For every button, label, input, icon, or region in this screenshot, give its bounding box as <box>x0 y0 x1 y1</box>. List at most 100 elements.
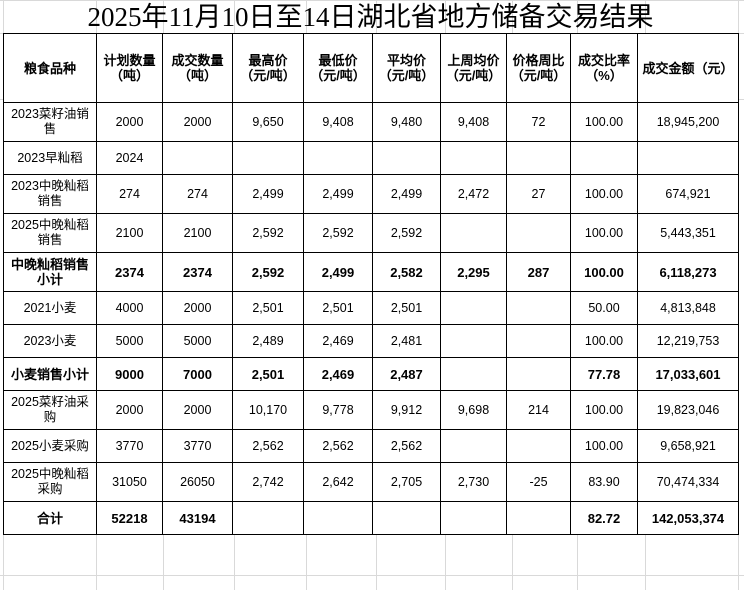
table-row: 2021小麦 4000 2000 2,501 2,501 2,501 50.00 4,813,… <box>3 291 739 325</box>
cell-amount: 12,219,753 <box>637 324 739 358</box>
cell-deal_rate: 100.00 <box>570 390 638 430</box>
cell-deal_qty: 274 <box>162 174 233 214</box>
cell-last_avg <box>440 291 507 325</box>
cell-deal_qty: 43194 <box>162 501 233 535</box>
cell-high_price: 10,170 <box>232 390 304 430</box>
cell-deal_rate: 100.00 <box>570 429 638 463</box>
table-row: 2025中晚籼稻采购 31050 26050 2,742 2,642 2,705 2,730… <box>3 462 739 502</box>
cell-low_price: 2,592 <box>303 213 373 253</box>
cell-plan_qty: 2000 <box>96 390 163 430</box>
cell-variety: 2025中晚籼稻销售 <box>3 213 97 253</box>
trade-results-table: 粮食品种 计划数量 （吨） 成交数量 （吨） 最高价 （元/吨） 最低价 （元/… <box>3 33 739 535</box>
cell-avg_price <box>372 141 441 175</box>
table-row: 2025中晚籼稻销售 2100 2100 2,592 2,592 2,592 100.00 5… <box>3 213 739 253</box>
cell-deal_rate: 100.00 <box>570 252 638 292</box>
cell-high_price: 2,501 <box>232 291 304 325</box>
table-row: 2023早籼稻 2024 <box>3 141 739 175</box>
table-row: 2023中晚籼稻销售 274 274 2,499 2,499 2,499 2,472 27 10… <box>3 174 739 214</box>
cell-last_avg: 9,408 <box>440 102 507 142</box>
cell-amount: 19,823,046 <box>637 390 739 430</box>
cell-high_price <box>232 501 304 535</box>
cell-deal_rate: 100.00 <box>570 324 638 358</box>
table-row: 2023菜籽油销售 2000 2000 9,650 9,408 9,480 9,408 72 1… <box>3 102 739 142</box>
cell-amount: 5,443,351 <box>637 213 739 253</box>
cell-week_change <box>506 357 571 391</box>
cell-deal_rate: 83.90 <box>570 462 638 502</box>
cell-deal_qty: 2000 <box>162 102 233 142</box>
sheet-gridline-horizontal <box>0 575 744 576</box>
cell-low_price: 2,469 <box>303 324 373 358</box>
cell-avg_price: 2,487 <box>372 357 441 391</box>
cell-avg_price <box>372 501 441 535</box>
cell-plan_qty: 2100 <box>96 213 163 253</box>
col-header-last-avg: 上周均价 （元/吨） <box>440 33 507 103</box>
cell-variety: 2025小麦采购 <box>3 429 97 463</box>
cell-avg_price: 2,582 <box>372 252 441 292</box>
cell-high_price: 2,592 <box>232 213 304 253</box>
cell-plan_qty: 2000 <box>96 102 163 142</box>
col-header-high-price: 最高价 （元/吨） <box>232 33 304 103</box>
cell-last_avg <box>440 357 507 391</box>
cell-deal_qty: 26050 <box>162 462 233 502</box>
cell-last_avg <box>440 429 507 463</box>
cell-avg_price: 2,481 <box>372 324 441 358</box>
cell-amount: 9,658,921 <box>637 429 739 463</box>
cell-deal_qty: 2374 <box>162 252 233 292</box>
cell-variety: 2021小麦 <box>3 291 97 325</box>
cell-week_change: 72 <box>506 102 571 142</box>
cell-low_price: 2,499 <box>303 174 373 214</box>
cell-week_change <box>506 501 571 535</box>
cell-amount: 142,053,374 <box>637 501 739 535</box>
cell-deal_rate: 100.00 <box>570 174 638 214</box>
cell-deal_qty: 3770 <box>162 429 233 463</box>
cell-avg_price: 9,480 <box>372 102 441 142</box>
cell-variety: 中晚籼稻销售小计 <box>3 252 97 292</box>
cell-week_change: -25 <box>506 462 571 502</box>
table-header-row: 粮食品种 计划数量 （吨） 成交数量 （吨） 最高价 （元/吨） 最低价 （元/… <box>3 33 739 103</box>
col-header-low-price: 最低价 （元/吨） <box>303 33 373 103</box>
cell-deal_qty: 2000 <box>162 291 233 325</box>
cell-avg_price: 2,562 <box>372 429 441 463</box>
table-row: 小麦销售小计 9000 7000 2,501 2,469 2,487 77.78 17,033… <box>3 357 739 391</box>
col-header-plan-qty: 计划数量 （吨） <box>96 33 163 103</box>
cell-high_price: 2,742 <box>232 462 304 502</box>
col-header-variety: 粮食品种 <box>3 33 97 103</box>
cell-avg_price: 2,499 <box>372 174 441 214</box>
cell-low_price <box>303 501 373 535</box>
cell-plan_qty: 52218 <box>96 501 163 535</box>
cell-week_change <box>506 141 571 175</box>
cell-deal_rate: 77.78 <box>570 357 638 391</box>
cell-variety: 合计 <box>3 501 97 535</box>
cell-deal_qty: 2100 <box>162 213 233 253</box>
cell-amount: 4,813,848 <box>637 291 739 325</box>
cell-amount: 6,118,273 <box>637 252 739 292</box>
cell-deal_qty <box>162 141 233 175</box>
cell-plan_qty: 274 <box>96 174 163 214</box>
cell-variety: 2023早籼稻 <box>3 141 97 175</box>
table-body: 2023菜籽油销售 2000 2000 9,650 9,408 9,480 9,408 72 1… <box>3 102 739 535</box>
table-header: 粮食品种 计划数量 （吨） 成交数量 （吨） 最高价 （元/吨） 最低价 （元/… <box>3 33 739 103</box>
cell-deal_qty: 7000 <box>162 357 233 391</box>
cell-plan_qty: 31050 <box>96 462 163 502</box>
col-header-deal-qty: 成交数量 （吨） <box>162 33 233 103</box>
cell-plan_qty: 5000 <box>96 324 163 358</box>
cell-variety: 2025菜籽油采购 <box>3 390 97 430</box>
cell-high_price: 9,650 <box>232 102 304 142</box>
cell-last_avg: 2,472 <box>440 174 507 214</box>
cell-high_price: 2,489 <box>232 324 304 358</box>
cell-high_price: 2,501 <box>232 357 304 391</box>
cell-deal_qty: 5000 <box>162 324 233 358</box>
cell-last_avg <box>440 213 507 253</box>
cell-last_avg <box>440 324 507 358</box>
cell-variety: 2023中晚籼稻销售 <box>3 174 97 214</box>
cell-high_price: 2,562 <box>232 429 304 463</box>
cell-amount <box>637 141 739 175</box>
table-row: 合计 52218 43194 82.72 142,053,374 <box>3 501 739 535</box>
cell-week_change <box>506 429 571 463</box>
cell-low_price: 9,778 <box>303 390 373 430</box>
cell-variety: 2025中晚籼稻采购 <box>3 462 97 502</box>
cell-plan_qty: 2024 <box>96 141 163 175</box>
cell-plan_qty: 4000 <box>96 291 163 325</box>
table-row: 2025小麦采购 3770 3770 2,562 2,562 2,562 100.00 9,6… <box>3 429 739 463</box>
cell-avg_price: 2,705 <box>372 462 441 502</box>
